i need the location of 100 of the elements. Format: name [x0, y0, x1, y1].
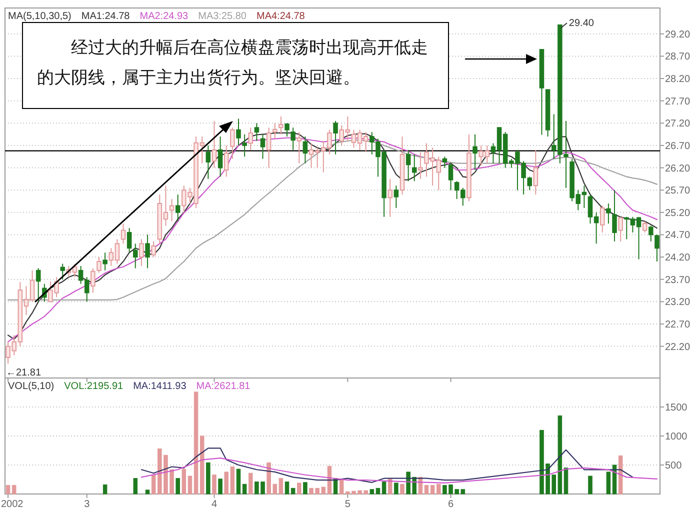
candlestick [120, 223, 126, 244]
candlestick [139, 238, 144, 266]
text: MA:1411.93 [133, 381, 187, 392]
bar [606, 472, 611, 494]
chart-title: VOL(5,10) [8, 381, 54, 392]
annotation: ←21.81 [6, 368, 42, 379]
bar [400, 484, 404, 494]
candlestick [60, 263, 65, 280]
candlestick [230, 127, 235, 160]
y-tick-label: 23.70 [665, 274, 690, 286]
line-series [140, 448, 634, 483]
bar [218, 478, 222, 494]
bar [182, 468, 186, 494]
candlestick [151, 240, 156, 258]
text: MA3:25.80 [198, 11, 247, 22]
candlestick [654, 234, 660, 262]
candlestick [278, 116, 284, 135]
y-tick-label: 25.20 [665, 208, 690, 219]
bar [212, 474, 216, 494]
candlestick [606, 202, 611, 224]
x-tick-label: 5 [344, 499, 351, 510]
bar [424, 485, 429, 494]
bar [394, 482, 398, 494]
bar [248, 472, 253, 494]
candlestick [206, 144, 211, 180]
candlestick [394, 185, 399, 208]
candlestick [212, 120, 217, 168]
candlestick [612, 190, 617, 242]
candlestick [618, 216, 623, 242]
candlestick [175, 194, 180, 222]
bar [376, 488, 380, 494]
y-tick-label: 28.70 [665, 52, 690, 63]
candlestick [126, 228, 132, 254]
candlestick [242, 134, 247, 158]
y-tick-label: 28.20 [665, 74, 690, 86]
x-tick-label: 3 [84, 499, 90, 510]
bar [6, 485, 10, 494]
y-tick-label: 1500 [665, 402, 688, 414]
candlestick [284, 122, 290, 138]
y-tick-label: 24.70 [665, 230, 690, 242]
text: VOL:2195.91 [64, 381, 124, 392]
candlestick [448, 162, 454, 191]
candlestick [642, 220, 648, 233]
bar [145, 490, 150, 494]
candlestick [418, 152, 423, 180]
bar [290, 488, 296, 494]
candlestick [96, 256, 102, 274]
bar [618, 455, 623, 494]
bar [206, 462, 210, 494]
x-tick-label: 4 [211, 499, 218, 510]
x-tick-label: 2002 [1, 499, 24, 510]
annotation: MA4:24.78 [256, 11, 306, 22]
y-tick-label: 1000 [665, 432, 688, 442]
y-tick-label: 26.70 [665, 140, 690, 152]
candlestick [472, 134, 478, 171]
text: MA2:24.93 [140, 11, 189, 22]
bar [200, 436, 204, 494]
bar [242, 484, 247, 494]
bar [133, 478, 138, 494]
candlestick [412, 154, 417, 182]
y-tick-label: 23.20 [665, 297, 690, 308]
candlestick [533, 149, 538, 196]
candlestick [648, 225, 654, 242]
bar [588, 476, 592, 494]
bar [102, 484, 108, 494]
bar [194, 392, 198, 494]
bar [176, 478, 180, 494]
candlestick [90, 268, 96, 294]
candlestick [260, 134, 266, 160]
candlestick [442, 156, 448, 168]
bar [236, 468, 241, 494]
text: MA1:24.78 [81, 11, 130, 22]
candlestick [333, 120, 338, 155]
candlestick [290, 127, 296, 150]
y-tick-label: 22.20 [665, 342, 690, 353]
candlestick [145, 234, 150, 269]
y-tick-label: 29.20 [665, 29, 690, 40]
candlestick [296, 132, 302, 164]
candlestick [302, 136, 308, 164]
y-tick-label: 22.70 [665, 319, 690, 330]
line-series [140, 457, 658, 484]
bar [303, 482, 308, 494]
chart-title: MA(5,10,30,5) [8, 11, 72, 22]
y-tick-label: 500 [665, 460, 682, 472]
candlestick [218, 136, 223, 178]
candlestick [102, 252, 108, 271]
candlestick [388, 178, 392, 218]
bar [564, 468, 568, 494]
y-tick-label: 27.20 [665, 118, 690, 130]
annotation: 29.40 [568, 18, 594, 29]
candlestick [224, 144, 229, 178]
candlestick [236, 118, 241, 146]
y-tick-label: 25.70 [665, 186, 690, 197]
bar [188, 476, 192, 494]
bar [297, 482, 302, 494]
candlestick [36, 268, 41, 302]
candlestick [133, 243, 138, 269]
y-tick-label: 27.70 [665, 96, 690, 108]
bar [382, 482, 386, 494]
candlestick [169, 198, 174, 222]
